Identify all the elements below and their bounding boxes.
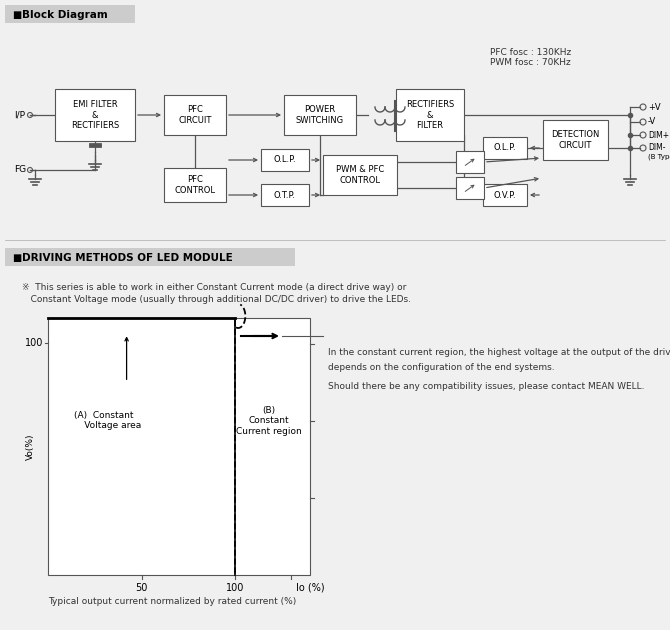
Bar <box>55 89 135 141</box>
Text: Should there be any compatibility issues, please contact MEAN WELL.: Should there be any compatibility issues… <box>328 382 645 391</box>
Bar <box>323 155 397 195</box>
Text: Block Diagram: Block Diagram <box>22 10 108 20</box>
Text: -V: -V <box>648 118 656 127</box>
Text: POWER
SWITCHING: POWER SWITCHING <box>296 105 344 125</box>
Text: Io (%): Io (%) <box>296 583 325 593</box>
Text: RECTIFIERS
&
FILTER: RECTIFIERS & FILTER <box>406 100 454 130</box>
Bar <box>48 318 310 575</box>
Text: ■: ■ <box>12 253 21 263</box>
Bar <box>483 137 527 159</box>
Text: In the constant current region, the highest voltage at the output of the driver: In the constant current region, the high… <box>328 348 670 357</box>
Text: PFC
CONTROL: PFC CONTROL <box>174 175 216 195</box>
Text: 50: 50 <box>135 583 148 593</box>
Bar <box>164 95 226 135</box>
Text: PWM & PFC
CONTROL: PWM & PFC CONTROL <box>336 165 384 185</box>
Text: DETECTION
CIRCUIT: DETECTION CIRCUIT <box>551 130 599 150</box>
Bar <box>284 95 356 135</box>
Bar <box>164 168 226 202</box>
Text: DRIVING METHODS OF LED MODULE: DRIVING METHODS OF LED MODULE <box>22 253 232 263</box>
Bar <box>543 120 608 160</box>
Text: 100: 100 <box>25 338 43 348</box>
Text: O.V.P.: O.V.P. <box>494 190 517 200</box>
Bar <box>5 248 295 266</box>
Text: O.L.P.: O.L.P. <box>494 144 517 152</box>
Text: Constant Voltage mode (usually through additional DC/DC driver) to drive the LED: Constant Voltage mode (usually through a… <box>22 295 411 304</box>
Text: O.L.P.: O.L.P. <box>273 156 296 164</box>
Bar <box>483 184 527 206</box>
Bar <box>261 184 309 206</box>
Bar <box>261 149 309 171</box>
Text: (B)
Constant
Current region: (B) Constant Current region <box>236 406 302 436</box>
Text: Vo(%): Vo(%) <box>25 433 34 460</box>
Text: O.T.P.: O.T.P. <box>274 190 296 200</box>
Bar <box>5 5 135 23</box>
Text: EMI FILTER
&
RECTIFIERS: EMI FILTER & RECTIFIERS <box>71 100 119 130</box>
Text: DIM+: DIM+ <box>648 130 669 139</box>
Text: PFC
CIRCUIT: PFC CIRCUIT <box>178 105 212 125</box>
Text: I/P: I/P <box>14 110 25 120</box>
Text: (A)  Constant
      Voltage area: (A) Constant Voltage area <box>67 411 141 430</box>
Bar <box>456 177 484 199</box>
Bar <box>456 151 484 173</box>
Text: depends on the configuration of the end systems.: depends on the configuration of the end … <box>328 363 555 372</box>
Text: ※  This series is able to work in either Constant Current mode (a direct drive w: ※ This series is able to work in either … <box>22 283 407 292</box>
Text: +V: +V <box>648 103 661 112</box>
Text: Typical output current normalized by rated current (%): Typical output current normalized by rat… <box>48 597 296 606</box>
Text: PFC fosc : 130KHz
PWM fosc : 70KHz: PFC fosc : 130KHz PWM fosc : 70KHz <box>490 48 572 67</box>
Bar <box>396 89 464 141</box>
Text: DIM-: DIM- <box>648 144 665 152</box>
Text: (B Type): (B Type) <box>648 154 670 160</box>
Text: 100: 100 <box>226 583 245 593</box>
Text: ■: ■ <box>12 10 21 20</box>
Text: FG: FG <box>14 166 26 175</box>
